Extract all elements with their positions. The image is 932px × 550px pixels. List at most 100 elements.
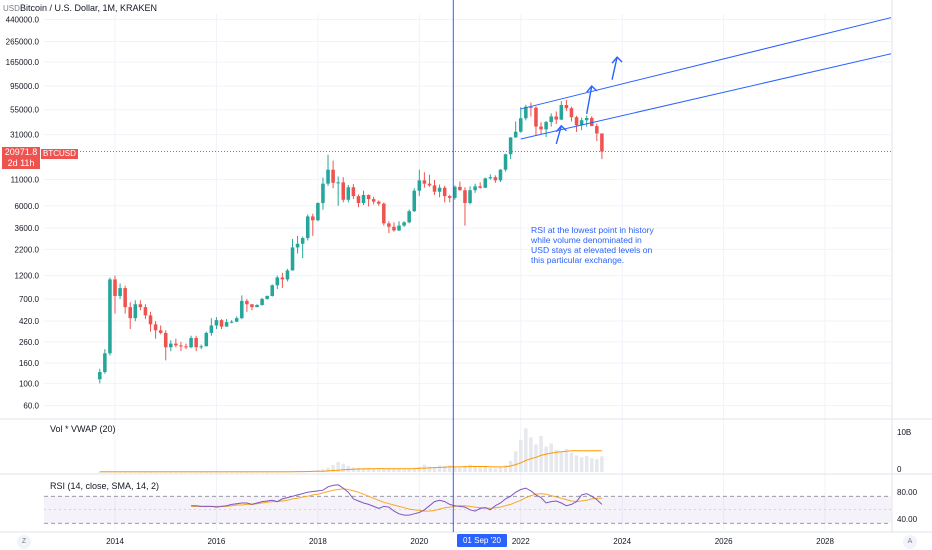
volume-bar [574, 455, 579, 472]
annotation-note[interactable]: RSI at the lowest point in history while… [531, 225, 654, 265]
candle-body [169, 343, 173, 348]
candle-body [524, 106, 528, 119]
candle [498, 169, 503, 182]
candle-body [138, 304, 143, 308]
volume-bar [321, 469, 325, 472]
candle [128, 302, 132, 330]
volume-bar [498, 467, 503, 472]
up-arrow [611, 56, 623, 80]
candle-body [376, 201, 381, 204]
candle-body [361, 194, 366, 204]
rsi-lines [191, 484, 603, 516]
candle-body [518, 118, 523, 132]
candle [240, 295, 244, 320]
price-tick-label: 55000.0 [10, 106, 39, 115]
price-tick-label: 440000.0 [6, 16, 40, 25]
volume-axis-bottom: 0 [897, 465, 902, 474]
candle [544, 120, 548, 138]
candle [488, 174, 493, 180]
rsi-band-fill [44, 496, 891, 524]
volume-bar [463, 465, 467, 472]
volume-bar [518, 439, 523, 472]
candle [336, 176, 340, 206]
candle [305, 214, 310, 241]
candle-body [397, 225, 401, 231]
volume-bar [569, 452, 574, 472]
candle [214, 317, 219, 330]
time-tick-label: 2028 [816, 537, 834, 546]
rsi-axis-bottom: 40.00 [897, 515, 918, 524]
candle [204, 331, 209, 347]
candle-body [280, 277, 285, 280]
candle-body [204, 332, 209, 347]
arrow-head [611, 56, 623, 64]
volume-bar [493, 468, 498, 472]
volume-bar [483, 466, 488, 472]
volume-bar [544, 446, 548, 472]
candle-body [417, 180, 422, 191]
candle-body [240, 300, 244, 319]
arrow-shaft [611, 56, 618, 80]
candle-body [275, 277, 280, 286]
candle [432, 179, 437, 195]
time-tick-label: 2022 [512, 537, 530, 546]
candle-body [447, 196, 452, 198]
volume-bar [529, 437, 533, 472]
rsi-axis-top: 80.00 [897, 488, 918, 497]
candle-body [316, 203, 320, 221]
candle-body [574, 117, 579, 126]
candle-body [245, 300, 249, 305]
price-tick-label: 100.0 [19, 379, 40, 388]
price-tick-label: 260.0 [19, 338, 40, 347]
volume-indicator-label[interactable]: Vol * VWAP (20) [50, 424, 116, 434]
candle-body [382, 203, 386, 224]
candle-body [265, 295, 269, 299]
candle-body [371, 199, 376, 202]
candle-body [539, 126, 543, 130]
candle [468, 186, 472, 205]
candle [422, 172, 427, 188]
candle-body [295, 243, 300, 248]
candle [153, 321, 158, 339]
candle-body [321, 183, 325, 204]
candle [458, 181, 462, 191]
price-tick-label: 3600.0 [15, 224, 40, 233]
candle-body [595, 126, 599, 134]
candle [529, 102, 533, 117]
vwap-line [99, 450, 602, 473]
candle [199, 344, 204, 350]
price-tick-label: 700.0 [19, 295, 40, 304]
volume-bar [382, 469, 386, 472]
symbol-label: BTCUSD [41, 149, 78, 159]
volume-axis-top: 10B [897, 428, 912, 437]
current-price-box: 20971.8 2d 11h [2, 147, 40, 169]
time-tick-label: 2020 [410, 537, 428, 546]
candle-body [488, 177, 493, 179]
candle [412, 188, 417, 213]
rsi-indicator-label[interactable]: RSI (14, close, SMA, 14, 2) [50, 481, 160, 491]
candle [331, 160, 335, 189]
auto-scale-button[interactable]: A [903, 535, 917, 549]
candle-body [437, 187, 442, 192]
candle [356, 194, 361, 208]
pane-borders [0, 0, 932, 533]
price-tick-label: 265000.0 [6, 38, 40, 47]
candle [437, 184, 442, 198]
candle [427, 174, 432, 187]
candle [341, 177, 346, 203]
candle-body [311, 216, 315, 221]
candle-body [174, 343, 178, 346]
candle [417, 169, 422, 197]
chart-title: Bitcoin / U.S. Dollar, 1M, KRAKEN [20, 3, 158, 13]
volume-bar [539, 436, 543, 472]
candle-body [584, 117, 589, 121]
candle-body [163, 332, 168, 348]
candle-countdown: 2d 11h [7, 158, 35, 168]
candles [98, 99, 604, 384]
zoom-reset-button[interactable]: Z [17, 535, 31, 549]
volume-bar [376, 469, 381, 472]
candle-body [468, 190, 472, 204]
volume-bar [407, 469, 411, 472]
